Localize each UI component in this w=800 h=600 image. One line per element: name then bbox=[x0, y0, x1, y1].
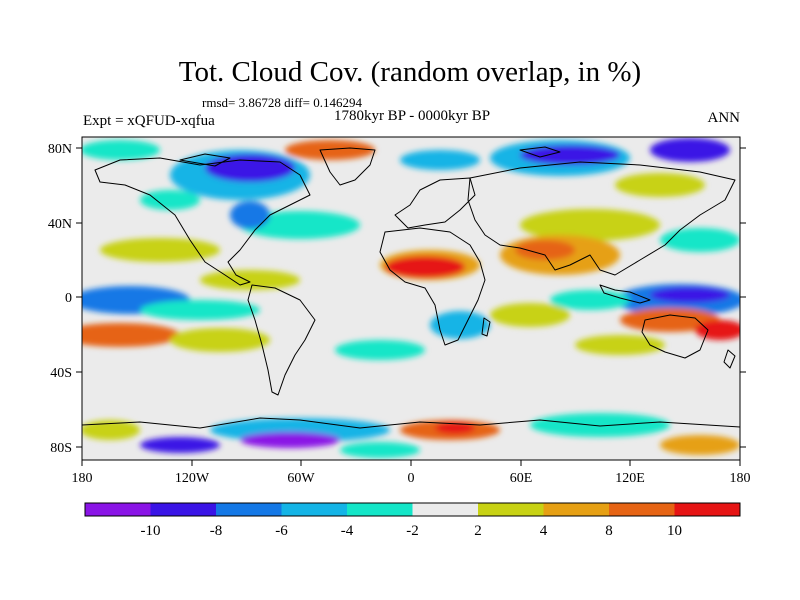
experiment-label: Expt = xQFUD-xqfua bbox=[83, 113, 215, 129]
colorbar-swatch bbox=[412, 503, 478, 516]
colorbar-label: -8 bbox=[210, 523, 223, 539]
lon-tick-label: 60W bbox=[287, 471, 315, 486]
colorbar-label: -4 bbox=[341, 523, 354, 539]
colorbar-swatch bbox=[347, 503, 413, 516]
colorbar-label: -6 bbox=[275, 523, 288, 539]
season-label: ANN bbox=[708, 110, 741, 126]
colorbar-label: 4 bbox=[540, 523, 548, 539]
colorbar-label: 8 bbox=[605, 523, 613, 539]
lat-tick-label: 80N bbox=[48, 142, 72, 157]
lat-tick-label: 0 bbox=[65, 291, 72, 306]
stats-label: rmsd= 3.86728 diff= 0.146294 bbox=[202, 95, 362, 110]
lon-tick-label: 180 bbox=[730, 471, 751, 486]
colorbar-swatch bbox=[85, 503, 151, 516]
coastlines bbox=[82, 146, 740, 429]
lat-tick-label: 40S bbox=[50, 366, 72, 381]
colorbar-swatch bbox=[609, 503, 675, 516]
lat-tick-label: 40N bbox=[48, 217, 72, 232]
map-panel: 80N 40N 0 40S 80S 180 120W 60W 0 60E 120… bbox=[48, 136, 751, 486]
colorbar: -10 -8 -6 -4 -2 2 4 8 10 bbox=[84, 502, 741, 539]
colorbar-swatch bbox=[216, 503, 282, 516]
anomaly-field bbox=[82, 138, 740, 458]
colorbar-label: 2 bbox=[474, 523, 482, 539]
colorbar-label: 10 bbox=[667, 523, 682, 539]
period-label: 1780kyr BP - 0000kyr BP bbox=[334, 108, 490, 124]
lat-tick-label: 80S bbox=[50, 441, 72, 456]
lat-ticks bbox=[76, 147, 746, 448]
lon-ticks bbox=[81, 460, 741, 466]
lon-tick-label: 120W bbox=[175, 471, 210, 486]
lon-tick-label: 60E bbox=[510, 471, 533, 486]
colorbar-swatch bbox=[543, 503, 609, 516]
colorbar-label: -10 bbox=[141, 523, 161, 539]
colorbar-swatch bbox=[674, 503, 740, 516]
colorbar-swatch bbox=[478, 503, 544, 516]
colorbar-label: -2 bbox=[406, 523, 419, 539]
lon-tick-label: 180 bbox=[72, 471, 93, 486]
map-title: Tot. Cloud Cov. (random overlap, in %) bbox=[179, 56, 641, 88]
colorbar-swatch bbox=[150, 503, 216, 516]
lon-tick-label: 0 bbox=[408, 471, 415, 486]
lon-tick-label: 120E bbox=[615, 471, 645, 486]
colorbar-frame bbox=[84, 502, 741, 517]
colorbar-swatch bbox=[281, 503, 347, 516]
